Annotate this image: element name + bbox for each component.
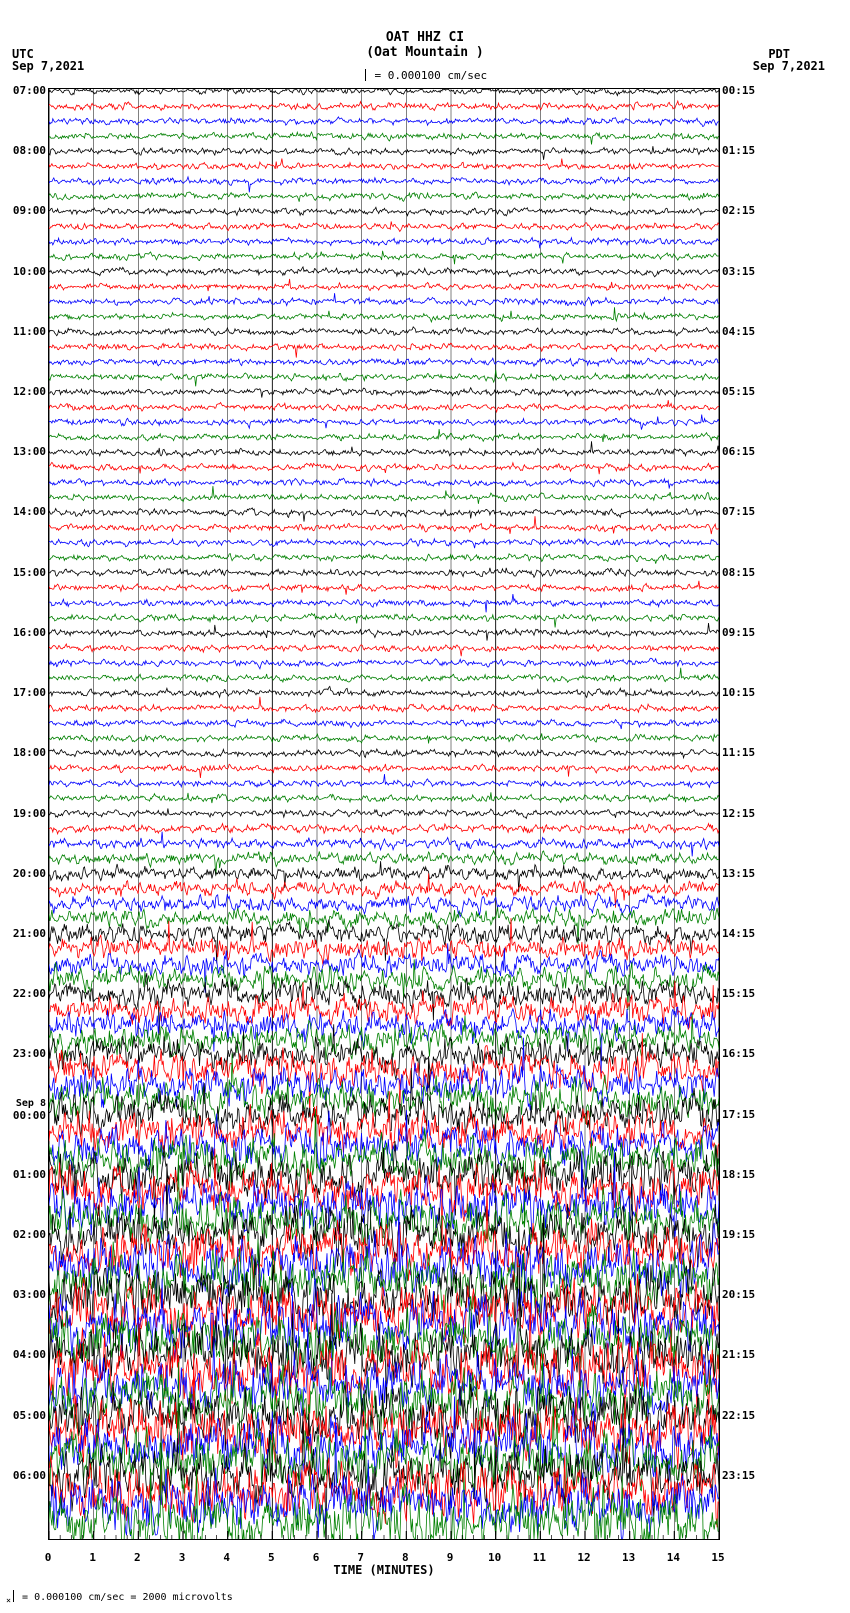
right-time-label: 00:15 [722, 84, 755, 97]
xtick-label: 7 [357, 1551, 364, 1564]
left-time-label: 14:00 [10, 505, 46, 518]
xaxis-label: TIME (MINUTES) [0, 1563, 768, 1577]
xtick-label: 0 [45, 1551, 52, 1564]
left-time-label: 02:00 [10, 1228, 46, 1241]
header: OAT HHZ CI (Oat Mountain ) [0, 30, 850, 60]
scale-value: = 0.000100 cm/sec [375, 69, 488, 82]
left-time-label: 04:00 [10, 1348, 46, 1361]
left-time-label: 09:00 [10, 204, 46, 217]
right-time-label: 19:15 [722, 1228, 755, 1241]
right-time-label: 06:15 [722, 445, 755, 458]
right-time-label: 11:15 [722, 746, 755, 759]
xtick-label: 9 [447, 1551, 454, 1564]
left-time-label: 13:00 [10, 445, 46, 458]
right-time-label: 12:15 [722, 807, 755, 820]
scale-bar-icon [365, 69, 366, 81]
left-time-label: 11:00 [10, 325, 46, 338]
left-time-label: 19:00 [10, 807, 46, 820]
right-time-label: 23:15 [722, 1469, 755, 1482]
left-time-label: 23:00 [10, 1047, 46, 1060]
footer: × = 0.000100 cm/sec = 2000 microvolts [6, 1591, 233, 1605]
left-time-label: 06:00 [10, 1469, 46, 1482]
xtick-label: 8 [402, 1551, 409, 1564]
scale-note: = 0.000100 cm/sec [0, 69, 850, 82]
left-time-label: 03:00 [10, 1288, 46, 1301]
right-time-label: 20:15 [722, 1288, 755, 1301]
right-time-label: 18:15 [722, 1168, 755, 1181]
station-id: OAT HHZ CI [386, 30, 464, 45]
seismogram-svg [49, 89, 719, 1539]
right-time-label: 22:15 [722, 1409, 755, 1422]
left-time-label: 01:00 [10, 1168, 46, 1181]
right-time-label: 07:15 [722, 505, 755, 518]
left-time-label: 16:00 [10, 626, 46, 639]
xtick-label: 15 [711, 1551, 724, 1564]
xtick-label: 13 [622, 1551, 635, 1564]
xtick-label: 3 [179, 1551, 186, 1564]
xtick-label: 2 [134, 1551, 141, 1564]
seismogram-plot [48, 88, 720, 1540]
right-time-label: 21:15 [722, 1348, 755, 1361]
xtick-label: 14 [667, 1551, 680, 1564]
xtick-label: 12 [577, 1551, 590, 1564]
right-time-label: 03:15 [722, 265, 755, 278]
xtick-label: 1 [89, 1551, 96, 1564]
footer-text: = 0.000100 cm/sec = 2000 microvolts [22, 1592, 233, 1603]
left-time-label: 08:00 [10, 144, 46, 157]
right-time-label: 14:15 [722, 927, 755, 940]
right-time-label: 08:15 [722, 566, 755, 579]
left-time-label: 15:00 [10, 566, 46, 579]
left-time-label: Sep 800:00 [10, 1098, 46, 1122]
right-time-label: 13:15 [722, 867, 755, 880]
xtick-label: 4 [223, 1551, 230, 1564]
left-time-label: 18:00 [10, 746, 46, 759]
xtick-label: 10 [488, 1551, 501, 1564]
right-time-label: 10:15 [722, 686, 755, 699]
right-time-label: 04:15 [722, 325, 755, 338]
date-right: Sep 7,2021 [753, 59, 825, 73]
seismogram-container: OAT HHZ CI (Oat Mountain ) = 0.000100 cm… [0, 0, 850, 1613]
right-time-label: 09:15 [722, 626, 755, 639]
right-time-label: 17:15 [722, 1108, 755, 1121]
right-time-label: 02:15 [722, 204, 755, 217]
scale-bar-icon [13, 1590, 14, 1602]
station-name: (Oat Mountain ) [0, 45, 850, 60]
left-time-label: 07:00 [10, 84, 46, 97]
left-time-label: 05:00 [10, 1409, 46, 1422]
right-time-label: 05:15 [722, 385, 755, 398]
date-left: Sep 7,2021 [12, 59, 84, 73]
right-time-label: 16:15 [722, 1047, 755, 1060]
xtick-label: 11 [533, 1551, 546, 1564]
left-time-label: 22:00 [10, 987, 46, 1000]
left-time-label: 10:00 [10, 265, 46, 278]
left-time-label: 12:00 [10, 385, 46, 398]
left-time-label: 20:00 [10, 867, 46, 880]
xtick-label: 5 [268, 1551, 275, 1564]
right-time-label: 15:15 [722, 987, 755, 1000]
left-time-label: 21:00 [10, 927, 46, 940]
right-time-label: 01:15 [722, 144, 755, 157]
xtick-label: 6 [313, 1551, 320, 1564]
left-time-label: 17:00 [10, 686, 46, 699]
